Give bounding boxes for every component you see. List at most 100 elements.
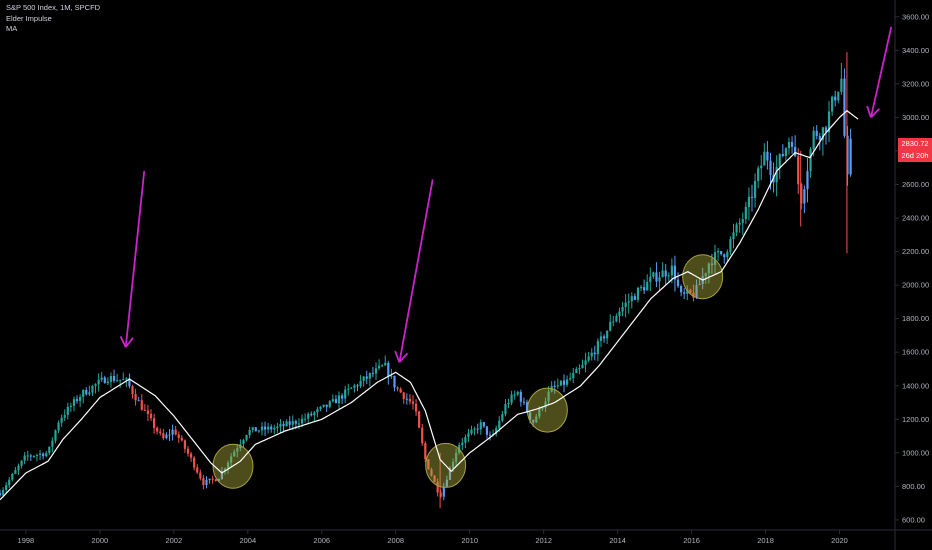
candle-body: [784, 148, 787, 156]
symbol-title[interactable]: S&P 500 Index, 1M, SPCFD: [6, 3, 101, 12]
candle-body: [381, 365, 384, 367]
candle-body: [414, 403, 418, 412]
price-tick-label: 3400.00: [902, 46, 929, 55]
candle-body: [353, 385, 356, 388]
candle-body: [448, 467, 452, 480]
countdown-badge: 26d 20h: [898, 150, 932, 162]
candle-body: [778, 154, 781, 167]
candle-body: [809, 149, 812, 172]
price-tick-label: 3600.00: [902, 12, 929, 21]
candle-body: [128, 378, 131, 387]
candle-body: [75, 399, 79, 401]
candle-body: [664, 270, 667, 277]
candle-body: [260, 426, 264, 431]
candle-body: [350, 387, 353, 389]
candle-body: [827, 111, 831, 133]
price-axis[interactable]: 600.00 800.00 1000.00 1200.00 1400.00 1600.00…: [895, 12, 929, 524]
candle-body: [834, 96, 837, 101]
time-tick-label: 2014: [609, 536, 626, 545]
candle-body: [362, 376, 365, 381]
candle-body: [541, 407, 544, 409]
time-tick-label: 2020: [831, 536, 848, 545]
candle-body: [214, 479, 217, 482]
candle-body: [106, 381, 109, 384]
candle-body: [436, 481, 439, 493]
candle-body: [42, 453, 45, 457]
candle-body: [337, 395, 341, 404]
candle-body: [507, 402, 510, 405]
time-tick-label: 1998: [18, 536, 35, 545]
candle-body: [304, 418, 307, 420]
price-tick-label: 600.00: [902, 515, 925, 524]
candle-body: [152, 418, 156, 428]
candle-body: [97, 379, 100, 385]
candle-body: [66, 406, 69, 415]
candle-body: [470, 429, 473, 434]
candle-body: [695, 284, 698, 298]
candle-body: [707, 263, 710, 274]
candle-body: [615, 316, 618, 322]
candle-body: [220, 471, 224, 479]
candle-body: [689, 289, 692, 293]
indicator-elder-impulse[interactable]: Elder Impulse: [6, 13, 52, 23]
candle-body: [479, 422, 482, 430]
candle-body: [245, 435, 248, 440]
candle-body: [202, 478, 205, 486]
candle-body: [840, 78, 843, 92]
time-axis[interactable]: 1998 2000 2002 2004 2006 2008 2010 2012 2014 2016…: [18, 530, 848, 545]
candle-body: [643, 287, 646, 291]
ma-line: [0, 109, 859, 501]
candle-body: [488, 434, 492, 436]
candle-body: [781, 154, 784, 156]
candle-body: [763, 151, 766, 166]
candle-body: [208, 478, 211, 480]
candle-body: [837, 91, 840, 101]
indicator-ma[interactable]: MA: [6, 24, 18, 33]
price-tick-label: 1600.00: [902, 348, 929, 357]
candle-body: [109, 375, 113, 382]
candle-body: [273, 428, 276, 430]
candle-body: [473, 428, 476, 430]
candle-body: [51, 440, 54, 447]
candle-body: [63, 414, 66, 418]
candle-body: [162, 433, 165, 439]
candle-body: [131, 386, 134, 395]
candle-body: [667, 275, 670, 277]
candle-body: [713, 252, 717, 265]
candle-body: [177, 434, 180, 438]
price-tick-label: 2000.00: [902, 281, 929, 290]
candle-body: [174, 429, 177, 435]
candle-body: [757, 168, 760, 181]
highlight-ellipse: [526, 387, 568, 433]
candle-body: [276, 426, 279, 429]
candle-body: [257, 430, 260, 432]
candle-body: [402, 392, 405, 400]
chart-legend: S&P 500 Index, 1M, SPCFD Elder Impulse M…: [6, 3, 100, 35]
time-tick-label: 2016: [683, 536, 700, 545]
price-tick-label: 3000.00: [902, 113, 929, 122]
candle-body: [112, 375, 116, 381]
candle-body: [831, 96, 834, 112]
candle-body: [698, 283, 701, 285]
candle-body: [270, 426, 273, 430]
candle-body: [377, 365, 381, 369]
candle-body: [575, 368, 578, 374]
candle-body: [670, 265, 673, 276]
candle-body: [621, 306, 624, 312]
candle-body: [803, 189, 806, 204]
candle-body: [35, 454, 39, 456]
candle-body: [180, 437, 183, 441]
candle-body: [100, 377, 103, 380]
price-tick-label: 1400.00: [902, 381, 929, 390]
candle-body: [230, 456, 233, 463]
candle-body: [171, 429, 174, 435]
candle-body: [279, 424, 282, 427]
candle-body: [137, 400, 140, 402]
price-tick-label: 2600.00: [902, 180, 929, 189]
candle-body: [328, 401, 331, 407]
candle-body: [1, 490, 5, 496]
candle-body: [735, 224, 738, 233]
time-tick-label: 2000: [92, 536, 109, 545]
candle-body: [38, 453, 42, 455]
